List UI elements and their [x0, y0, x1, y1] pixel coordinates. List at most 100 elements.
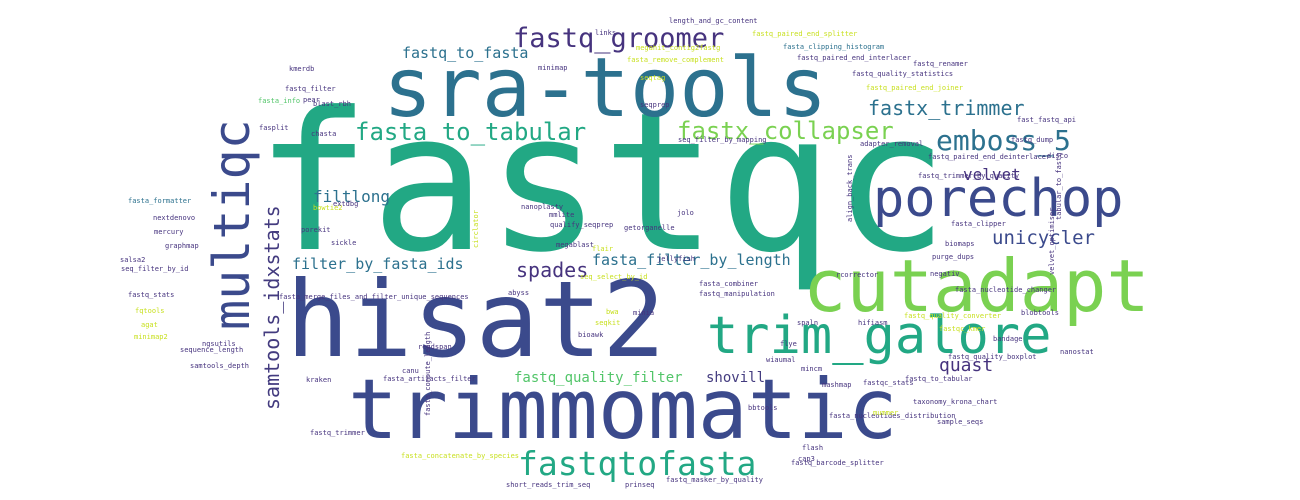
word-fastq_paired_end_joiner: fastq_paired_end_joiner [866, 84, 963, 92]
word-fastq_trimmer: fastq_trimmer [310, 429, 365, 437]
word-fastq_barcode_splitter: fastq_barcode_splitter [791, 459, 884, 467]
word-qualify_seqprep: qualify_seqprep [550, 221, 614, 229]
word-velvet_optimiser: velvet_optimiser [1048, 207, 1056, 275]
word-fastq_paired_end_splitter: fastq_paired_end_splitter [752, 30, 858, 38]
word-bwa: bwa [606, 308, 619, 316]
word-bandage: bandage [993, 335, 1023, 343]
word-multiqc: multiqc [203, 119, 261, 330]
word-fastq_paired_end_interlacer: fastq_paired_end_interlacer [797, 54, 911, 62]
word-fasta_filter_by_length: fasta_filter_by_length [592, 251, 791, 269]
word-emboss_5: emboss_5 [936, 124, 1071, 157]
word-abyss: abyss [508, 289, 530, 297]
word-samtools_idxstats: samtools_idxstats [260, 205, 284, 410]
word-filter_by_fasta_ids: filter_by_fasta_ids [292, 255, 464, 273]
word-hifiasm: hifiasm [858, 319, 888, 327]
word-negativ: negativ [930, 270, 960, 278]
word-getorganelle: getorganelle [624, 224, 675, 232]
word-salsa2: salsa2 [120, 256, 146, 264]
word-fastx_collapser: fastx_collapser [677, 117, 894, 145]
word-fasta_artifacts_filter: fasta_artifacts_filter [383, 375, 476, 383]
word-fastq_quality_boxplot: fastq_quality_boxplot [948, 353, 1037, 361]
word-short_reads_trim_seq: short_reads_trim_seq [506, 481, 591, 489]
word-fasta_merge_files_and_filter_unique_sequences: fasta_merge_files_and_filter_unique_sequ… [279, 293, 469, 301]
word-fqtools: fqtools [135, 307, 165, 315]
word-cutadapt: cutadapt [803, 244, 1150, 328]
word-blast_rbh: blast_rbh [313, 100, 351, 108]
word-hisat2: hisat2 [286, 259, 666, 381]
word-minia: minia [633, 309, 655, 317]
word-mashmap: mashmap [822, 381, 852, 389]
word-megablast: megablast [556, 241, 594, 249]
word-velvet: velvet [963, 165, 1021, 184]
word-align_back_trans: align_back_trans [846, 154, 854, 222]
word-flye: flye [780, 340, 797, 348]
word-fastq_quality_filter: fastq_quality_filter [514, 370, 683, 386]
word-minimap: minimap [538, 64, 568, 72]
word-readspan: readspan [418, 343, 452, 351]
word-circlator: circlator [472, 210, 480, 248]
word-mummer: mummer [873, 409, 899, 417]
word-spades: spades [516, 258, 589, 282]
word-unicycler: unicycler [992, 227, 1095, 249]
word-mmlite: mmlite [549, 211, 575, 219]
word-fastq_masker_by_quality: fastq_masker_by_quality [666, 476, 763, 484]
word-fasta_formatter: fasta_formatter [128, 197, 192, 205]
word-fastq_to_fasta: fastq_to_fasta [402, 44, 529, 62]
word-nanostat: nanostat [1060, 348, 1094, 356]
word-seqtag: seqtag [640, 74, 666, 82]
word-fastq_manipulation: fastq_manipulation [699, 290, 775, 298]
word-fasta_info: fasta_info [258, 97, 301, 105]
word-fastq_filter: fastq_filter [285, 85, 336, 93]
word-sra-tools: sra-tools [383, 41, 828, 136]
word-fasta_combiner: fasta_combiner [699, 280, 759, 288]
word-fastq_trimmer_by_quality: fastq_trimmer_by_quality [918, 172, 1020, 180]
word-kraken: kraken [306, 376, 332, 384]
word-fastq_groomer: fastq_groomer [513, 23, 725, 54]
word-nextdenovo: nextdenovo [153, 214, 196, 222]
word-fastq_paired_end_deinterlacer: fastq_paired_end_deinterlacer [928, 153, 1051, 161]
word-fast_fastq_api: fast_fastq_api [1017, 116, 1077, 124]
word-sickle: sickle [331, 239, 357, 247]
word-seqprep: seqprep [640, 101, 670, 109]
word-pear: pear [303, 96, 320, 104]
word-fasta_concatenate_by_species: fasta_concatenate_by_species [401, 452, 520, 460]
word-sequence_length: sequence_length [180, 346, 244, 354]
word-taxonomy_krona_chart: taxonomy_krona_chart [913, 398, 998, 406]
word-minimap2: minimap2 [134, 333, 168, 341]
word-graphmap: graphmap [165, 242, 199, 250]
word-bowtie2: bowtie2 [313, 204, 343, 212]
word-purge_dups: purge_dups [932, 253, 975, 261]
word-links: links [595, 29, 617, 37]
word-fastq_quality_statistics: fastq_quality_statistics [852, 70, 954, 78]
word-fasta_nucleotides_distribution: fasta_nucleotides_distribution [829, 412, 956, 420]
word-kmerdb: kmerdb [289, 65, 315, 73]
word-megahit_contig2fastg: megahit_contig2fastg [636, 44, 721, 52]
word-rcorrector: rcorrector [836, 271, 879, 279]
word-adapter_removal: adapter_removal [860, 140, 924, 148]
word-chasta: chasta [311, 130, 337, 138]
word-porechop: porechop [873, 169, 1124, 229]
word-jolo: jolo [677, 209, 694, 217]
word-bioawk: bioawk [578, 331, 604, 339]
word-spaln: spaln [797, 319, 819, 327]
word-seq_filter_by_id: seq_filter_by_id [121, 265, 189, 273]
word-fasta_clipper: fasta_clipper [951, 220, 1006, 228]
word-trim_galore: trim_galore [707, 306, 1052, 366]
word-disco: disco [1047, 152, 1069, 160]
word-mercury: mercury [154, 228, 184, 236]
word-length_and_gc_content: length_and_gc_content [669, 17, 758, 25]
word-fastqc: fastqc [255, 72, 949, 295]
word-biomaps: biomaps [945, 240, 975, 248]
word-flash: flash [802, 444, 824, 452]
word-porekit: porekit [301, 226, 331, 234]
word-fastq_renamer: fastq_renamer [913, 60, 968, 68]
word-nanoplasty: nanoplasty [521, 203, 564, 211]
word-sample_seqs: sample_seqs [937, 418, 984, 426]
word-seq_select_by_id: seq_select_by_id [580, 273, 648, 281]
word-shovill: shovill [706, 370, 766, 386]
word-bbtools: bbtools [748, 404, 778, 412]
word-fastqtofasta: fastqtofasta [518, 444, 757, 483]
word-seq_filter_by_mapping: seq_filter_by_mapping [678, 136, 767, 144]
word-fastq_quality_converter: fastq_quality_converter [904, 312, 1001, 320]
